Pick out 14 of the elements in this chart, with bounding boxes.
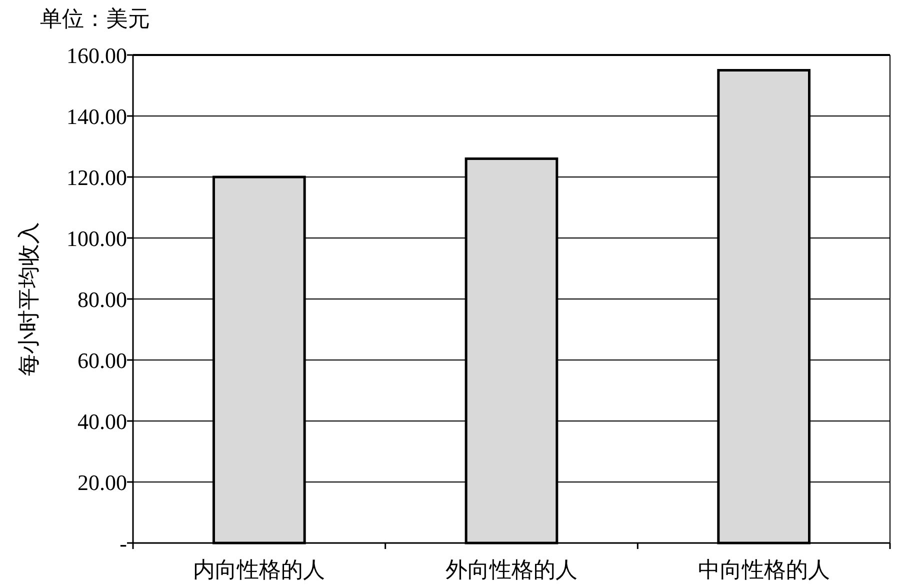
x-tick-label: 中向性格的人 <box>698 557 830 582</box>
y-tick-label: 140.00 <box>66 104 127 129</box>
y-tick-label: 80.00 <box>78 287 127 312</box>
x-tick-label: 外向性格的人 <box>446 557 578 582</box>
y-axis-title: 每小时平均收入 <box>16 222 41 376</box>
y-tick-label: 40.00 <box>78 409 127 434</box>
y-tick-label: 20.00 <box>78 470 127 495</box>
text: 单位：美元 <box>40 6 150 31</box>
y-tick-label: 60.00 <box>78 348 127 373</box>
y-tick-label: 160.00 <box>66 43 127 68</box>
x-tick-label: 内向性格的人 <box>193 557 326 582</box>
y-tick-label: 100.00 <box>66 226 127 251</box>
y-tick-label: 120.00 <box>66 165 127 190</box>
y-tick-label: - <box>120 531 127 556</box>
